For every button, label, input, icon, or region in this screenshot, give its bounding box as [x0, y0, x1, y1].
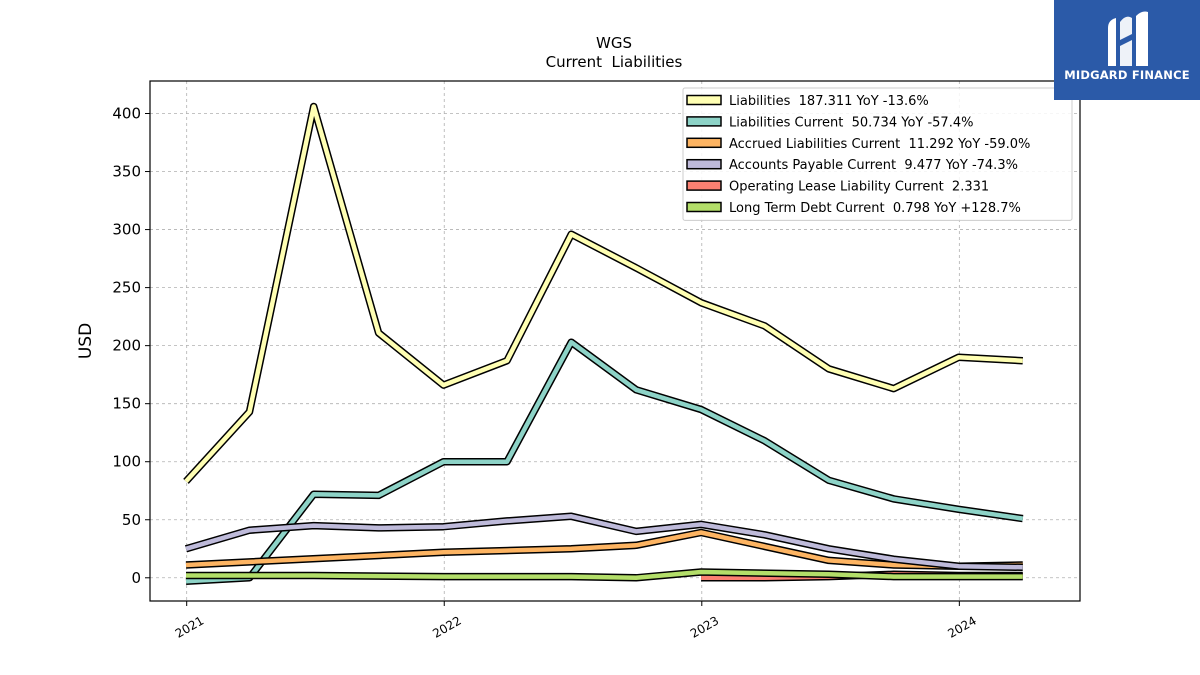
- legend-box: [682, 87, 1073, 221]
- plot-frame: [149, 80, 1081, 602]
- legend-swatch: [686, 158, 722, 170]
- series-line: [186, 569, 1023, 581]
- y-tick-label: 350: [112, 163, 141, 181]
- series-line: [185, 339, 1024, 584]
- x-tick-label: 2023: [688, 613, 721, 640]
- midgard-m-logo-icon: [1108, 11, 1148, 67]
- chart-subtitle: Current Liabilities: [546, 53, 683, 71]
- y-tick-label: 50: [122, 511, 141, 529]
- series-5: [186, 568, 1023, 582]
- legend-swatch: [686, 116, 722, 127]
- y-tick-label: 0: [131, 569, 141, 587]
- legend-swatch: [686, 94, 722, 106]
- legend-entry: Liabilities Current 50.734 YoY -57.4%: [729, 115, 973, 130]
- y-axis: 0 50 100 150 200 250 300 350 400: [112, 105, 150, 587]
- series-layer: [183, 102, 1024, 586]
- y-tick-label: 150: [112, 395, 141, 413]
- y-tick-label: 250: [112, 279, 141, 297]
- legend-swatch: [686, 201, 722, 213]
- legend-entry: Operating Lease Liability Current 2.331: [729, 180, 989, 195]
- x-tick-label: 2021: [173, 613, 206, 640]
- y-tick-label: 400: [112, 105, 141, 123]
- series-1: [185, 338, 1024, 586]
- legend-entry: Liabilities 187.311 YoY -13.6%: [729, 94, 929, 109]
- chart-title: WGS: [596, 34, 632, 52]
- series-0: [183, 102, 1023, 484]
- legend-entry: Accrued Liabilities Current 11.292 YoY -…: [729, 137, 1030, 152]
- series-line: [185, 514, 1023, 570]
- legend-swatch: [686, 137, 722, 149]
- brand-name: MIDGARD FINANCE: [1064, 68, 1190, 82]
- series-3: [184, 512, 1023, 572]
- legend-swatch: [686, 180, 722, 191]
- y-axis-label: USD: [76, 323, 96, 359]
- y-tick-label: 100: [112, 453, 141, 471]
- series-line: [184, 104, 1023, 483]
- brand-logo: MIDGARD FINANCE: [1054, 0, 1200, 100]
- legend-entry: Accounts Payable Current 9.477 YoY -74.3…: [729, 158, 1018, 173]
- y-tick-label: 200: [112, 337, 141, 355]
- legend: Liabilities 187.311 YoY -13.6% Liabilitie…: [682, 87, 1073, 221]
- x-tick-label: 2022: [430, 613, 463, 640]
- x-tick-label: 2024: [945, 613, 978, 640]
- legend-entry: Long Term Debt Current 0.798 YoY +128.7%: [729, 201, 1021, 216]
- x-axis: 2021 2022 2023 2024: [173, 601, 979, 641]
- y-tick-label: 300: [112, 221, 141, 239]
